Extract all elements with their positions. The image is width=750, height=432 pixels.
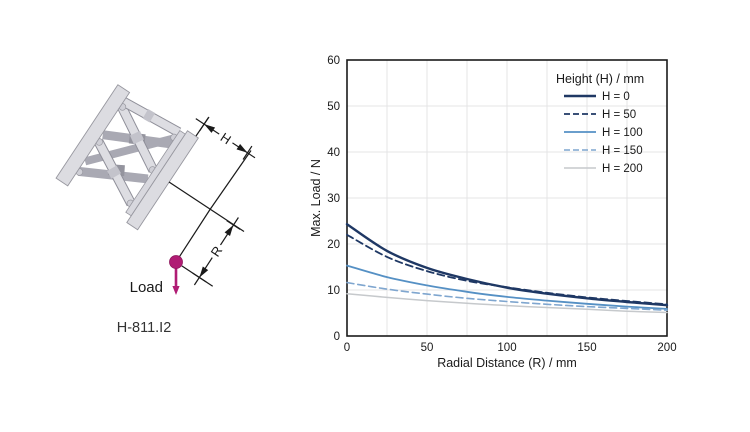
x-tick-label: 50: [421, 342, 434, 354]
h-dim-label-group: H: [214, 127, 237, 150]
series-curve-150: [346, 281, 668, 311]
r-dim-arrow: [199, 266, 209, 278]
load-chart: 0 50 100 150 200 0 10 20 30 40 50 60 Radial Distan…: [309, 55, 677, 370]
h-dim-arrow: [236, 144, 248, 153]
series-curve-100: [346, 264, 668, 310]
h-dim-arrow: [204, 124, 216, 133]
grid-layer: [347, 60, 667, 336]
load-label: Load: [130, 279, 163, 296]
h-dim-label: H: [218, 130, 234, 148]
series-curve-200: [346, 292, 668, 314]
plot-frame: [346, 59, 668, 337]
legend-label: H = 200: [602, 163, 643, 175]
y-tick-label: 0: [334, 331, 340, 343]
hexapod-strut-back: [84, 134, 176, 166]
hexapod-strut-collar: [107, 165, 122, 179]
legend-title: Height (H) / mm: [556, 72, 644, 86]
legend-label: H = 150: [602, 145, 643, 157]
hexapod-diagram: H R Load H-811.I2: [55, 84, 256, 336]
h-extension-line-load-level: [209, 150, 252, 210]
x-tick-label: 150: [577, 342, 596, 354]
r-dim-arrow: [224, 225, 234, 236]
y-tick-label: 40: [327, 147, 340, 159]
y-tick-label: 10: [327, 285, 340, 297]
legend-items: H = 0 H = 50 H = 100 H = 150 H = 200: [564, 91, 643, 175]
hexapod-base-plate: [55, 84, 131, 187]
y-tick-label: 50: [327, 101, 340, 113]
legend-label: H = 100: [602, 127, 643, 139]
x-axis-tick-labels: 0 50 100 150 200: [344, 342, 677, 354]
hexapod-strut-collar: [142, 108, 156, 123]
y-axis-tick-labels: 0 10 20 30 40 50 60: [327, 55, 340, 343]
x-tick-label: 200: [657, 342, 676, 354]
load-point: [169, 255, 183, 269]
h-dim-label-backing: [214, 127, 237, 150]
r-dim-label: R: [208, 243, 226, 259]
legend-label: H = 50: [602, 109, 636, 121]
hexapod-platform-plate: [126, 130, 199, 231]
series-curve-50: [346, 233, 668, 306]
curves-layer: [345, 223, 669, 314]
y-tick-label: 20: [327, 239, 340, 251]
load-arrow-head: [172, 286, 180, 295]
x-axis-title: Radial Distance (R) / mm: [437, 356, 577, 370]
r-dim-label-backing: [206, 240, 227, 262]
r-dim-label-group: R: [206, 240, 227, 262]
h-dim-tick: [199, 117, 210, 132]
x-tick-label: 100: [497, 342, 516, 354]
y-axis-title: Max. Load / N: [309, 159, 323, 237]
hexapod-strut-collar: [129, 130, 144, 145]
y-tick-label: 60: [327, 55, 340, 67]
y-tick-label: 30: [327, 193, 340, 205]
hexapod-illustration: [55, 84, 199, 231]
radial-leg-line: [175, 209, 211, 263]
legend-label: H = 0: [602, 91, 630, 103]
model-label: H-811.I2: [117, 320, 172, 336]
x-tick-label: 0: [344, 342, 350, 354]
legend: Height (H) / mm H = 0 H = 50 H = 100 H = 15…: [556, 72, 644, 175]
